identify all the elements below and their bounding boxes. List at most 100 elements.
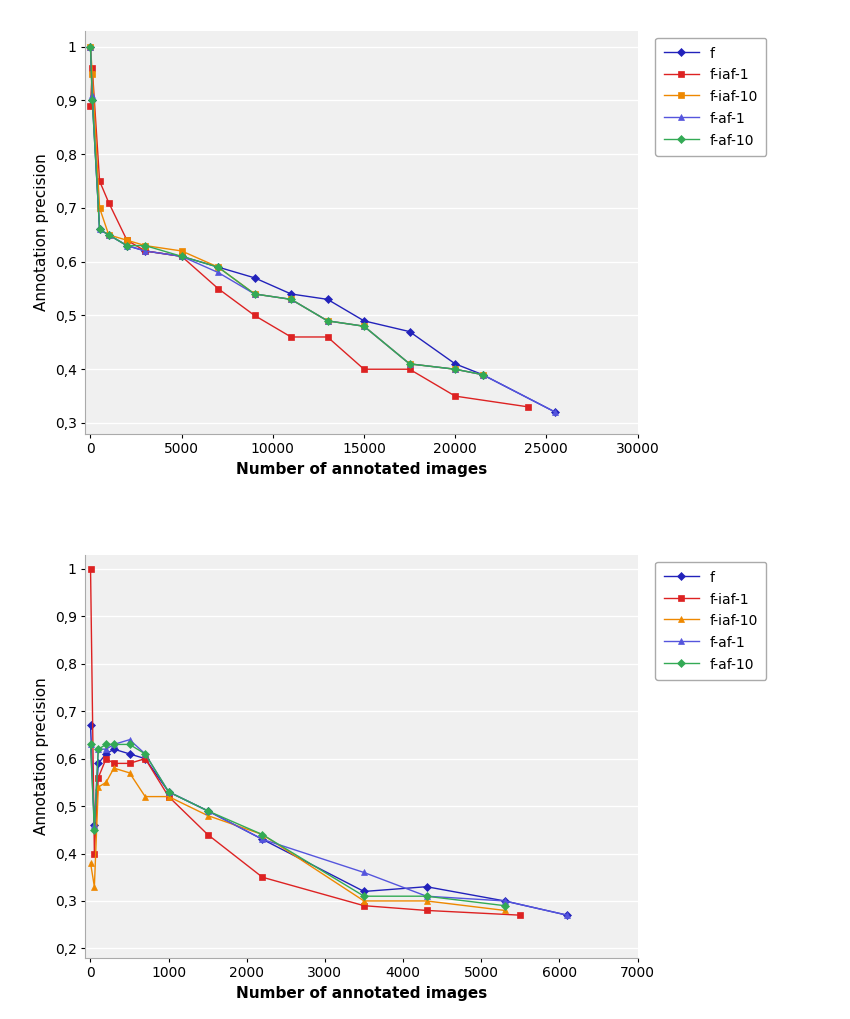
f xyxy=(88,95,98,107)
f-iaf-10 xyxy=(94,202,105,214)
f-iaf-10 xyxy=(140,791,150,803)
f-af-1 xyxy=(359,320,369,332)
f-af-10 xyxy=(140,239,150,252)
f-af-1 xyxy=(550,407,560,419)
f-iaf-1 xyxy=(286,331,296,343)
f-af-1 xyxy=(202,805,212,817)
f-iaf-1 xyxy=(523,400,533,413)
f-af-10 xyxy=(450,363,460,375)
f xyxy=(359,886,369,898)
f-af-1 xyxy=(101,743,111,755)
f-iaf-1 xyxy=(322,331,332,343)
f xyxy=(109,743,119,755)
f-af-1 xyxy=(140,245,150,257)
f xyxy=(140,753,150,765)
f-iaf-1 xyxy=(94,771,104,784)
f-af-1 xyxy=(94,223,105,235)
f-af-10 xyxy=(104,228,114,240)
f-iaf-10 xyxy=(250,287,260,300)
f-iaf-10 xyxy=(89,880,99,893)
f xyxy=(405,325,415,337)
Line: f-iaf-10: f-iaf-10 xyxy=(88,765,507,913)
f-iaf-10 xyxy=(213,261,224,273)
f-af-10 xyxy=(85,41,95,53)
Line: f-iaf-10: f-iaf-10 xyxy=(88,44,485,377)
f xyxy=(422,880,432,893)
f-iaf-1 xyxy=(89,848,99,860)
f-iaf-1 xyxy=(124,757,134,769)
f-iaf-1 xyxy=(450,390,460,403)
f-af-1 xyxy=(89,819,99,832)
f-af-1 xyxy=(450,363,460,375)
Legend: f, f-iaf-1, f-iaf-10, f-af-1, f-af-10: f, f-iaf-1, f-iaf-10, f-af-1, f-af-10 xyxy=(655,38,767,156)
f xyxy=(478,369,488,381)
f-iaf-1 xyxy=(94,175,105,187)
Line: f-af-1: f-af-1 xyxy=(88,44,558,415)
f-af-1 xyxy=(405,358,415,370)
f-af-10 xyxy=(140,748,150,760)
f-iaf-1 xyxy=(177,251,187,263)
f-af-10 xyxy=(213,261,224,273)
Y-axis label: Annotation precision: Annotation precision xyxy=(34,153,49,311)
f xyxy=(163,786,173,798)
f xyxy=(124,748,134,760)
f-af-10 xyxy=(286,293,296,306)
f-af-1 xyxy=(163,786,173,798)
f-iaf-1 xyxy=(202,828,212,841)
f-af-1 xyxy=(85,41,95,53)
f-af-10 xyxy=(202,805,212,817)
f-iaf-1 xyxy=(104,197,114,209)
f-iaf-10 xyxy=(163,791,173,803)
f-iaf-10 xyxy=(422,895,432,907)
f-af-10 xyxy=(163,786,173,798)
f-af-10 xyxy=(500,900,510,912)
f-iaf-10 xyxy=(94,781,104,793)
f-af-10 xyxy=(89,823,99,836)
f-iaf-10 xyxy=(500,904,510,916)
f-af-10 xyxy=(405,358,415,370)
f-iaf-1 xyxy=(359,900,369,912)
f-iaf-10 xyxy=(258,828,268,841)
f-iaf-1 xyxy=(258,871,268,883)
Y-axis label: Annotation precision: Annotation precision xyxy=(34,678,49,836)
f xyxy=(322,293,332,306)
f xyxy=(89,819,99,832)
f xyxy=(122,239,132,252)
f-iaf-1 xyxy=(359,363,369,375)
f-af-1 xyxy=(286,293,296,306)
f-af-10 xyxy=(88,95,98,107)
f xyxy=(104,228,114,240)
Line: f-iaf-1: f-iaf-1 xyxy=(88,567,523,918)
f-iaf-1 xyxy=(109,757,119,769)
f xyxy=(94,757,104,769)
f xyxy=(500,895,510,907)
f-af-1 xyxy=(122,239,132,252)
f-iaf-10 xyxy=(109,762,119,774)
Line: f-iaf-1: f-iaf-1 xyxy=(88,65,531,410)
Legend: f, f-iaf-1, f-iaf-10, f-af-1, f-af-10: f, f-iaf-1, f-iaf-10, f-af-1, f-af-10 xyxy=(655,561,767,680)
f-af-1 xyxy=(322,315,332,327)
f xyxy=(550,407,560,419)
f-af-10 xyxy=(101,739,111,751)
f xyxy=(250,272,260,284)
f-iaf-1 xyxy=(140,245,150,257)
Line: f-af-1: f-af-1 xyxy=(88,737,570,918)
f-af-10 xyxy=(122,239,132,252)
f-iaf-1 xyxy=(163,791,173,803)
f-iaf-1 xyxy=(88,62,98,74)
Line: f-af-10: f-af-10 xyxy=(88,742,507,909)
f xyxy=(85,41,95,53)
X-axis label: Number of annotated images: Number of annotated images xyxy=(235,462,487,477)
f-iaf-10 xyxy=(322,315,332,327)
Line: f: f xyxy=(88,722,570,918)
f-iaf-10 xyxy=(104,228,114,240)
f-af-10 xyxy=(86,739,96,751)
f-af-10 xyxy=(250,287,260,300)
f-iaf-10 xyxy=(202,809,212,821)
f-iaf-1 xyxy=(122,234,132,247)
f-af-1 xyxy=(94,743,104,755)
f xyxy=(140,245,150,257)
f-iaf-1 xyxy=(405,363,415,375)
f-iaf-1 xyxy=(213,282,224,294)
f-iaf-1 xyxy=(140,753,150,765)
